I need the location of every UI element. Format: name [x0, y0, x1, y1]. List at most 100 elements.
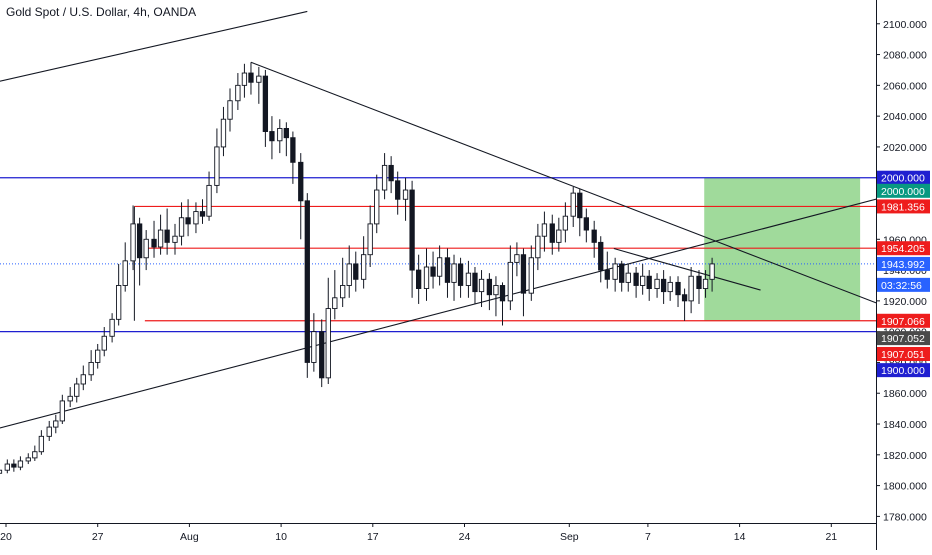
candle-body [395, 180, 401, 200]
candle-body [612, 263, 618, 280]
candle-body [4, 463, 10, 471]
y-tick-label: 1800.000 [883, 481, 927, 493]
trend-line [613, 247, 761, 291]
candle [688, 267, 694, 314]
candle [143, 230, 149, 271]
candle [549, 214, 555, 255]
price-badge: 03:32:56 [877, 277, 930, 292]
chart-title: Gold Spot / U.S. Dollar, 4h, OANDA [6, 5, 197, 19]
price-badge: 1954.205 [877, 241, 930, 256]
candle-body [528, 257, 534, 294]
candle-body [241, 72, 248, 86]
candle [654, 273, 660, 298]
candle [11, 459, 17, 472]
candle-body [311, 331, 317, 363]
candle [109, 313, 115, 343]
y-tick-label: 1840.000 [883, 419, 927, 431]
candle [122, 242, 128, 292]
candle [256, 66, 262, 104]
price-badge: 1943.992 [877, 256, 930, 271]
candle-body [11, 463, 17, 468]
candle [577, 188, 583, 237]
candle [451, 254, 457, 301]
candle-body [25, 457, 31, 462]
candle [514, 242, 520, 277]
candle [640, 263, 646, 295]
candle [164, 208, 170, 255]
target-zone [704, 177, 861, 321]
candle-body [0, 469, 3, 474]
candle-body [619, 263, 625, 283]
candle-body [709, 263, 715, 280]
candle [423, 248, 430, 301]
candle [681, 288, 688, 321]
candle [353, 251, 359, 292]
candle [199, 199, 206, 224]
candle [172, 223, 178, 255]
candle-body [80, 374, 86, 385]
price-badge-label: 1943.992 [881, 259, 925, 271]
candle-body [332, 297, 338, 310]
candle-body [625, 272, 631, 283]
candle [206, 171, 212, 221]
candle [541, 211, 548, 252]
candle [193, 202, 199, 234]
candle [340, 257, 346, 308]
candle [436, 245, 443, 286]
candle-body [17, 460, 24, 468]
candle-body [654, 278, 660, 290]
candle-body [116, 285, 122, 320]
y-tick-label: 1860.000 [883, 388, 927, 400]
candle-body [325, 308, 331, 379]
candle [0, 469, 3, 474]
y-axis-background [876, 0, 932, 550]
candle-body [702, 278, 709, 290]
candle [185, 199, 191, 237]
y-tick-label: 2040.000 [883, 111, 927, 123]
candle [402, 177, 409, 221]
candle-body [136, 223, 143, 259]
candle-body [46, 426, 52, 437]
candle-body [172, 235, 178, 243]
candle [619, 260, 625, 292]
candle [178, 202, 185, 246]
candle [214, 128, 220, 194]
price-badge-label: 1907.066 [881, 316, 925, 328]
candle-body [633, 272, 639, 286]
candle-body [220, 118, 227, 148]
candle [528, 245, 534, 301]
candle [157, 214, 164, 255]
candle-body [74, 383, 80, 397]
candle-body [499, 285, 506, 302]
candle-body [374, 189, 380, 225]
candle-body [227, 100, 233, 120]
candle [59, 394, 65, 425]
candle [227, 88, 233, 132]
price-badge-label: 1954.205 [881, 243, 925, 255]
candle-body [472, 272, 478, 293]
candle-body [675, 281, 681, 296]
candle [332, 270, 338, 320]
candle-body [130, 223, 136, 262]
candle [486, 273, 493, 311]
candle-body [248, 72, 254, 83]
price-badge: 1981.356 [877, 199, 930, 214]
candle [311, 313, 317, 372]
candle-body [465, 272, 472, 286]
candle [556, 217, 562, 252]
y-tick-label: 1780.000 [883, 511, 927, 523]
candle-body [269, 131, 275, 142]
candle-body [520, 254, 527, 294]
candle-body [262, 75, 269, 132]
candle [465, 260, 472, 298]
candle [457, 257, 464, 298]
candle-body [178, 217, 185, 237]
candle-body [199, 211, 206, 217]
x-tick-label: 14 [734, 531, 746, 543]
candle [388, 156, 394, 194]
candle-body [122, 260, 128, 286]
candle [444, 248, 451, 298]
candle [95, 343, 101, 369]
candle-body [549, 223, 555, 243]
